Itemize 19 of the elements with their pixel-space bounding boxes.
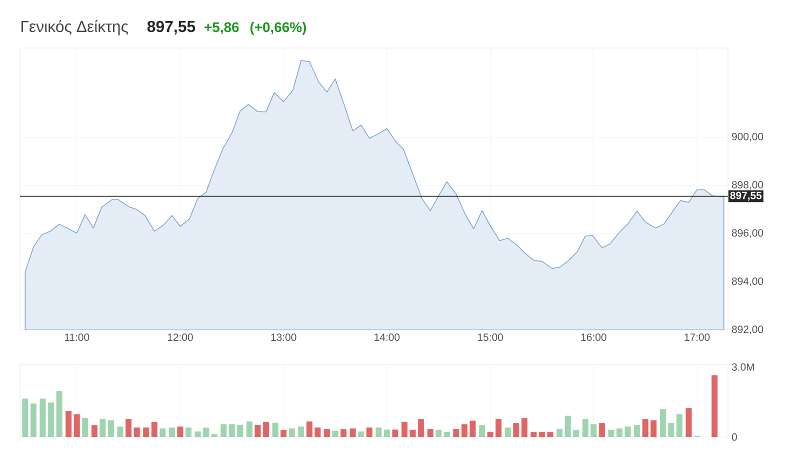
y-tick-label: 892,00 [732,326,764,334]
ref-line-label: 897,55 [730,192,762,201]
y-tick-label: 0 [732,433,737,441]
x-tick-label: 12:00 [168,334,193,341]
x-tick-label: 14:00 [374,334,400,341]
text: +5,86 [204,22,239,34]
chart-title: Γενικός Δείκτης [22,20,128,36]
x-tick-label: 16:00 [581,334,606,341]
y-tick-label: 894,00 [732,277,764,286]
x-tick-label: 15:00 [478,334,503,341]
y-tick-label: 3.0M [732,363,754,371]
y-tick-label: 896,00 [732,229,764,238]
y-tick-label: 898,00 [732,181,764,190]
x-tick-label: 17:00 [684,334,710,341]
text: (+0,66%) [250,22,306,35]
x-tick-label: 11:00 [64,334,90,341]
text: 897,55 [147,20,196,34]
y-tick-label: 900,00 [732,132,764,142]
x-tick-label: 13:00 [271,334,296,341]
